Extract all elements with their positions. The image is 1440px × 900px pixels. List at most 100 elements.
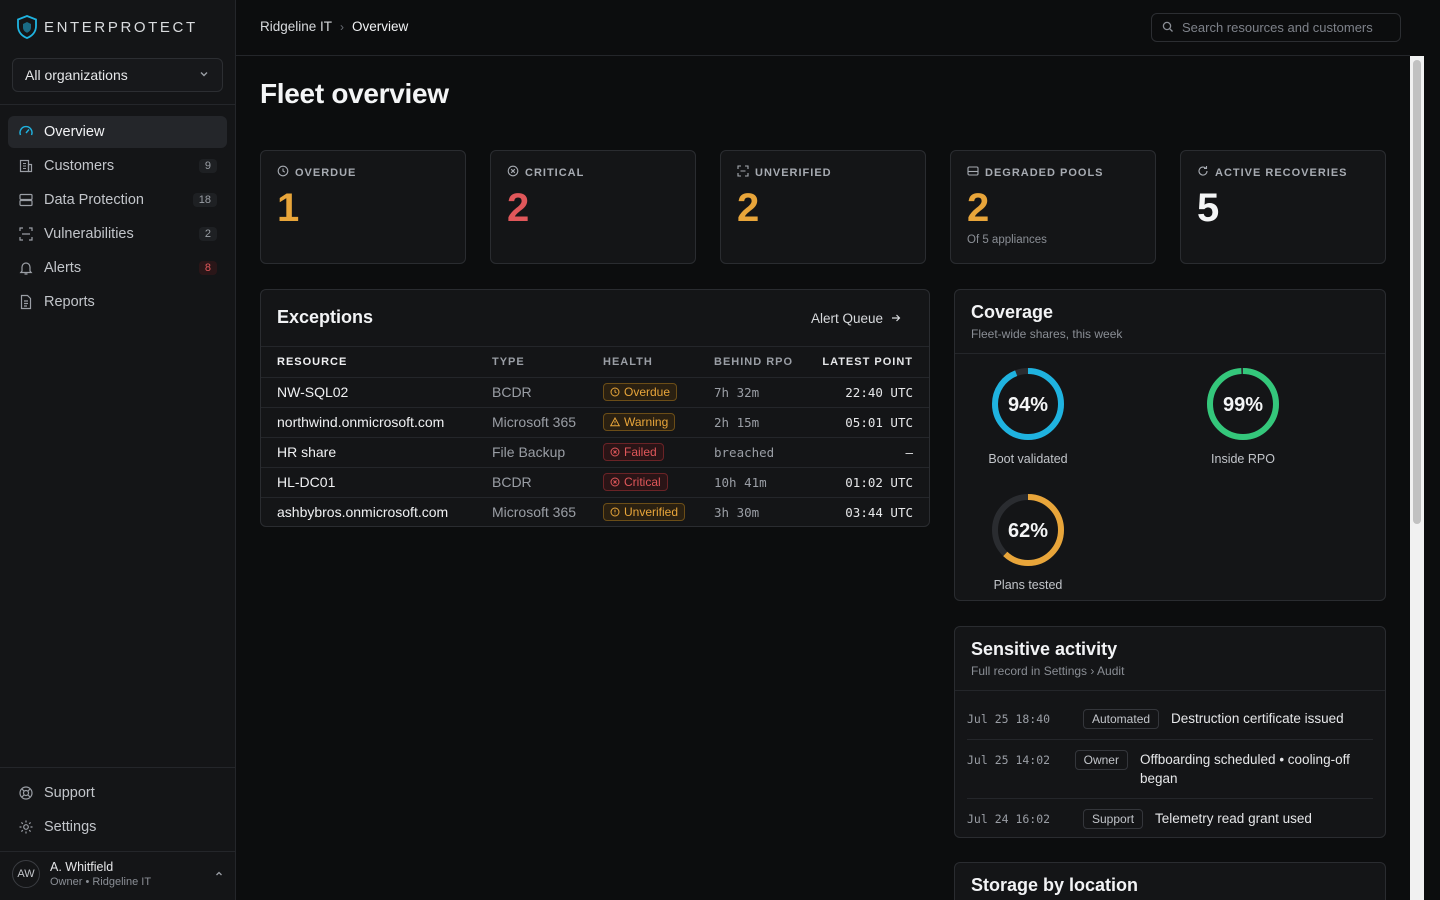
sidebar-divider bbox=[0, 851, 236, 852]
latest-point-cell: 03:44 UTC bbox=[845, 504, 913, 520]
sensitive-activity-panel: Sensitive activity Full record in Settin… bbox=[954, 626, 1386, 838]
sidebar-item-customers[interactable]: Customers 9 bbox=[8, 150, 227, 182]
user-role: Owner • Ridgeline IT bbox=[50, 876, 152, 888]
stat-value: 2 bbox=[737, 186, 760, 230]
stat-label: DEGRADED POOLS bbox=[985, 166, 1104, 179]
table-row[interactable]: ashbybros.onmicrosoft.com Microsoft 365 Un… bbox=[261, 497, 929, 526]
column-header[interactable]: LATEST POINT bbox=[822, 347, 929, 378]
brand-wordmark: ENTERPROTECT bbox=[44, 18, 198, 36]
user-name: A. Whitfield bbox=[50, 860, 114, 874]
status-badge: Critical bbox=[603, 473, 668, 491]
scan-icon bbox=[18, 226, 34, 242]
column-header[interactable]: BEHIND RPO bbox=[714, 347, 822, 378]
alert-queue-link[interactable]: Alert Queue bbox=[811, 311, 901, 326]
gauge-icon bbox=[18, 124, 34, 140]
status-badge-label: Failed bbox=[624, 445, 657, 459]
resource-cell[interactable]: ashbybros.onmicrosoft.com bbox=[277, 504, 449, 521]
status-badge-label: Unverified bbox=[624, 505, 679, 520]
alert-queue-label: Alert Queue bbox=[810, 311, 883, 326]
resource-cell[interactable]: HL-DC01 bbox=[261, 467, 492, 498]
activity-actor-tag: Owner bbox=[1074, 750, 1128, 770]
brand[interactable]: ENTERPROTECT bbox=[16, 15, 198, 39]
stat-value: 1 bbox=[277, 186, 300, 230]
page-scrollbar[interactable] bbox=[1410, 56, 1424, 900]
stat-label: OVERDUE bbox=[295, 166, 357, 179]
search-icon bbox=[1162, 20, 1174, 36]
avatar: AW bbox=[12, 860, 40, 888]
panel-subtitle: Full record in Settings › Audit bbox=[971, 664, 1125, 678]
sidebar-item-vulnerabilities[interactable]: Vulnerabilities 2 bbox=[8, 218, 227, 250]
status-badge-label: Overdue bbox=[624, 385, 671, 399]
refresh-icon bbox=[1197, 165, 1209, 180]
sidebar-divider bbox=[0, 104, 236, 105]
sidebar-item-settings[interactable]: Settings bbox=[8, 811, 227, 843]
sidebar-item-data-protection[interactable]: Data Protection 18 bbox=[8, 184, 227, 216]
nav-count-badge: 18 bbox=[192, 193, 217, 207]
clock-icon bbox=[277, 165, 289, 180]
exceptions-table: RESOURCE TYPE HEALTH BEHIND RPO LATEST P… bbox=[261, 347, 929, 526]
sidebar-item-label: Reports bbox=[44, 294, 95, 310]
stat-card-unverified[interactable]: UNVERIFIED 2 bbox=[720, 150, 926, 264]
x-circle-icon bbox=[610, 447, 620, 457]
coverage-donut: 94% Boot validated bbox=[968, 364, 1088, 466]
sidebar-item-support[interactable]: Support bbox=[8, 777, 227, 809]
table-row[interactable]: HL-DC01 BCDR Critical 10h 41m 01:02 UTC bbox=[261, 467, 929, 498]
behind-rpo-cell: 2h 15m bbox=[714, 407, 822, 438]
page-title: Fleet overview bbox=[260, 78, 449, 109]
health-cell: Unverified bbox=[603, 497, 714, 526]
activity-row[interactable]: Jul 25 18:40 Automated Destruction certifi… bbox=[967, 699, 1373, 740]
lifebuoy-icon bbox=[18, 785, 34, 801]
resource-cell[interactable]: NW-SQL02 bbox=[261, 377, 492, 408]
breadcrumb: Ridgeline IT › Overview bbox=[260, 19, 408, 34]
activity-description: Offboarding scheduled • cooling-off bega… bbox=[1139, 752, 1350, 786]
resource-cell[interactable]: northwind.onmicrosoft.com bbox=[261, 407, 492, 438]
stat-card-overdue[interactable]: OVERDUE 1 bbox=[260, 150, 466, 264]
stat-card-active-recoveries[interactable]: ACTIVE RECOVERIES 5 bbox=[1180, 150, 1386, 264]
latest-point-cell: 05:01 UTC bbox=[822, 407, 929, 438]
nav-count-badge: 9 bbox=[198, 159, 217, 173]
column-header[interactable]: TYPE bbox=[492, 347, 603, 378]
coverage-donut: 62% Plans tested bbox=[968, 490, 1088, 592]
organization-select[interactable]: All organizations bbox=[12, 58, 223, 92]
sidebar-divider bbox=[0, 767, 236, 768]
shield-logo-icon bbox=[16, 15, 38, 39]
scan-icon bbox=[737, 165, 749, 180]
stat-label: UNVERIFIED bbox=[755, 166, 832, 179]
gear-icon bbox=[18, 819, 34, 835]
table-row[interactable]: NW-SQL02 BCDR Overdue 7h 32m 22:40 UTC bbox=[261, 377, 929, 408]
table-row[interactable]: northwind.onmicrosoft.com Microsoft 365 Wa… bbox=[261, 407, 929, 438]
sidebar-item-label: Customers bbox=[44, 158, 115, 174]
sidebar-item-overview[interactable]: Overview bbox=[8, 116, 227, 148]
stat-card-critical[interactable]: CRITICAL 2 bbox=[490, 150, 696, 264]
resource-cell[interactable]: HR share bbox=[261, 437, 492, 468]
drive-icon bbox=[967, 165, 979, 180]
column-header[interactable]: HEALTH bbox=[603, 347, 714, 378]
user-menu[interactable]: AW A. Whitfield Owner • Ridgeline IT bbox=[12, 860, 224, 888]
donut-label: Boot validated bbox=[988, 452, 1068, 466]
type-cell: Microsoft 365 bbox=[492, 407, 603, 438]
table-row[interactable]: HR share File Backup Failed breached – bbox=[261, 437, 929, 468]
scrollbar-thumb[interactable] bbox=[1413, 60, 1421, 524]
status-badge-label: Warning bbox=[624, 415, 669, 429]
activity-row[interactable]: Jul 24 16:02 Support Telemetry read grant … bbox=[967, 799, 1373, 837]
stat-value: 5 bbox=[1197, 186, 1220, 230]
storage-panel: Storage by location bbox=[954, 862, 1386, 900]
sidebar: ENTERPROTECT All organizations Overview … bbox=[0, 0, 236, 900]
sidebar-item-alerts[interactable]: Alerts 8 bbox=[8, 252, 227, 284]
topbar: Ridgeline IT › Overview bbox=[236, 0, 1410, 56]
stat-card-degraded-pools[interactable]: DEGRADED POOLS 2 Of 5 appliances bbox=[950, 150, 1156, 264]
sidebar-item-label: Overview bbox=[44, 124, 105, 140]
organization-select-value: All organizations bbox=[25, 67, 128, 83]
search-box[interactable] bbox=[1151, 13, 1401, 42]
search-input[interactable] bbox=[1182, 20, 1390, 35]
clock-icon bbox=[610, 387, 620, 397]
nav-count-badge: 8 bbox=[198, 261, 217, 275]
sidebar-item-reports[interactable]: Reports bbox=[8, 286, 227, 318]
activity-time: Jul 25 14:02 bbox=[967, 753, 1051, 767]
column-header[interactable]: RESOURCE bbox=[261, 347, 492, 378]
activity-row[interactable]: Jul 25 14:02 Owner Offboarding scheduled •… bbox=[967, 740, 1373, 799]
breadcrumb-org[interactable]: Ridgeline IT bbox=[260, 19, 333, 34]
panel-title: Sensitive activity bbox=[971, 639, 1118, 659]
sidebar-item-label: Data Protection bbox=[44, 192, 144, 208]
behind-rpo-cell: 3h 30m bbox=[714, 504, 760, 520]
